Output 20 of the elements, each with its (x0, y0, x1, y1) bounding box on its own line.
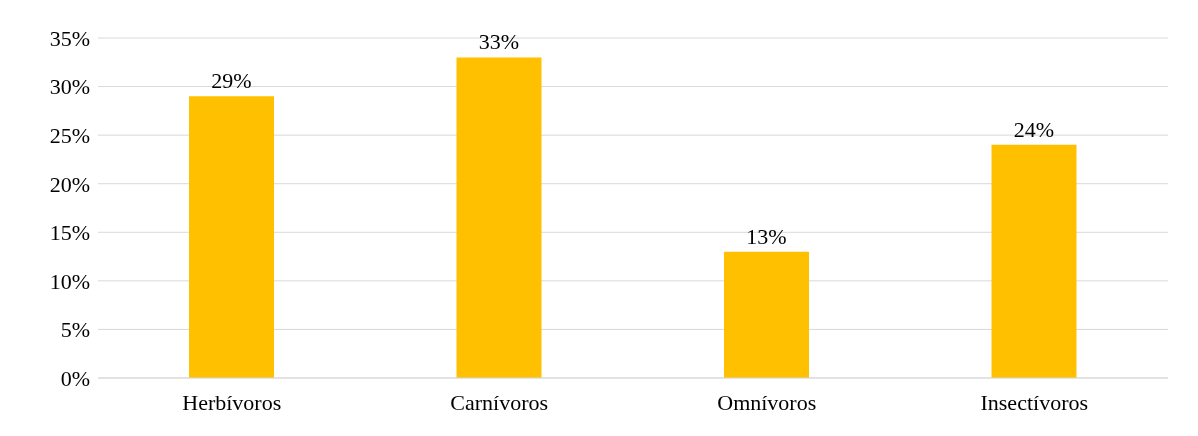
bar (189, 96, 274, 378)
data-label: 24% (1013, 116, 1055, 142)
y-tick-label: 20% (49, 171, 90, 197)
bar (456, 57, 542, 378)
y-tick-label: 35% (49, 25, 90, 51)
x-tick-label: Carnívoros (450, 389, 549, 415)
data-label: 29% (211, 68, 252, 94)
y-tick-label: 15% (49, 220, 90, 246)
y-tick-label: 25% (49, 122, 90, 148)
x-tick-label: Herbívoros (182, 389, 282, 415)
x-tick-label: Omnívoros (717, 389, 817, 415)
y-tick-label: 0% (60, 365, 90, 391)
data-label: 13% (746, 223, 787, 249)
data-label: 33% (478, 29, 520, 55)
bar (991, 144, 1077, 378)
bar (724, 251, 809, 378)
y-tick-label: 5% (60, 317, 90, 343)
x-tick-label: Insectívoros (980, 389, 1089, 415)
y-tick-label: 30% (49, 74, 90, 100)
y-tick-label: 10% (49, 268, 90, 294)
